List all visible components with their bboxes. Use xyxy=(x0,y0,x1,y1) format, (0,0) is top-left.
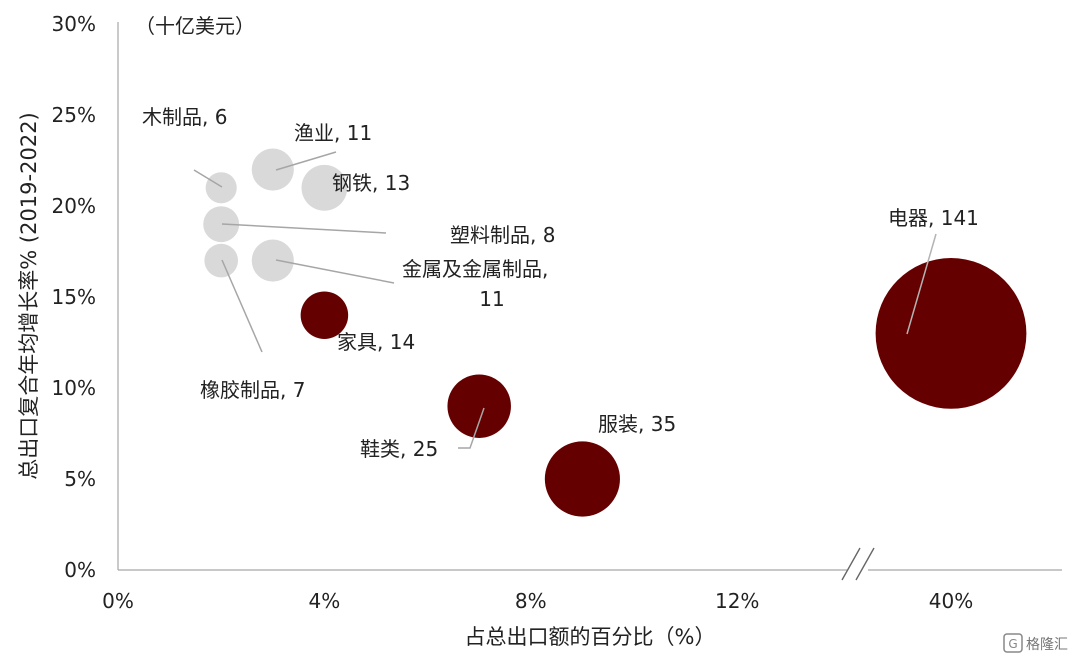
bubble xyxy=(544,441,620,517)
point-label: 服装, 35 xyxy=(598,412,676,436)
leader-line xyxy=(275,151,337,171)
point-label: 橡胶制品, 7 xyxy=(200,378,305,402)
bubble xyxy=(447,374,511,438)
leader-line xyxy=(275,259,395,284)
y-tick-label: 10% xyxy=(52,376,96,400)
x-tick-label: 40% xyxy=(929,589,973,613)
leader-line xyxy=(221,259,263,353)
point-label: 渔业, 11 xyxy=(294,121,372,145)
bubble xyxy=(300,291,349,339)
x-axis-title: 占总出口额的百分比（%） xyxy=(465,625,716,649)
bubble xyxy=(205,172,237,204)
point-labels: 木制品, 6 渔业, 11 钢铁, 13 塑料制品, 8 金属及金属制品, 11 橡胶制品,… xyxy=(142,105,979,461)
point-label: 电器, 141 xyxy=(888,206,979,230)
svg-text:G: G xyxy=(1008,637,1017,651)
y-tick-label: 30% xyxy=(52,12,96,36)
point-label: 家具, 14 xyxy=(337,330,415,354)
y-tick-labels: 0% 5% 10% 15% 20% 25% 30% xyxy=(52,12,96,582)
unit-note: （十亿美元） xyxy=(135,14,255,38)
point-label: 木制品, 6 xyxy=(142,105,227,129)
point-label-line2: 11 xyxy=(479,287,504,311)
bubble xyxy=(203,206,240,243)
y-tick-label: 25% xyxy=(52,103,96,127)
point-label: 金属及金属制品, xyxy=(402,257,548,281)
bubbles xyxy=(203,148,1027,517)
x-tick-labels: 0% 4% 8% 12% 40% xyxy=(102,589,973,613)
bubble xyxy=(251,239,294,282)
point-label: 塑料制品, 8 xyxy=(450,223,555,247)
leader-line xyxy=(221,223,387,234)
y-tick-label: 5% xyxy=(64,467,96,491)
bubble xyxy=(875,257,1027,409)
y-axis-title: 总出口复合年均增长率% (2019-2022) xyxy=(17,112,41,479)
leader-line xyxy=(458,407,485,449)
watermark: G 格隆汇 xyxy=(1003,633,1068,653)
watermark-text: 格隆汇 xyxy=(1026,637,1068,653)
bubble xyxy=(251,148,294,191)
x-tick-label: 12% xyxy=(715,589,759,613)
bubble xyxy=(204,243,239,278)
y-tick-label: 20% xyxy=(52,194,96,218)
x-tick-label: 8% xyxy=(515,589,547,613)
leader-line xyxy=(193,169,223,188)
x-tick-label: 0% xyxy=(102,589,134,613)
leader-lines xyxy=(193,151,937,449)
point-label: 钢铁, 13 xyxy=(332,171,410,195)
point-label: 鞋类, 25 xyxy=(360,437,438,461)
axis-break-mark xyxy=(841,547,875,581)
bubble xyxy=(301,164,348,211)
y-tick-label: 15% xyxy=(52,285,96,309)
leader-line xyxy=(906,233,937,335)
x-tick-label: 4% xyxy=(309,589,341,613)
y-tick-label: 0% xyxy=(64,558,96,582)
